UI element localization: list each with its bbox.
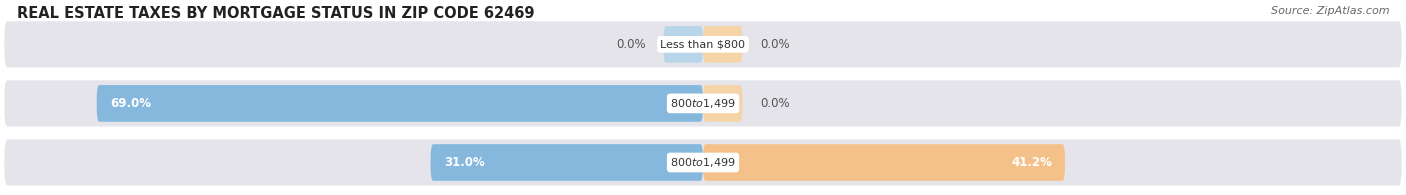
Text: 0.0%: 0.0% (761, 97, 790, 110)
Text: Less than $800: Less than $800 (661, 39, 745, 49)
FancyBboxPatch shape (703, 85, 742, 122)
FancyBboxPatch shape (4, 139, 1402, 186)
Text: 0.0%: 0.0% (616, 38, 645, 51)
Text: 0.0%: 0.0% (761, 38, 790, 51)
Text: REAL ESTATE TAXES BY MORTGAGE STATUS IN ZIP CODE 62469: REAL ESTATE TAXES BY MORTGAGE STATUS IN … (17, 6, 534, 21)
FancyBboxPatch shape (703, 144, 1066, 181)
Text: $800 to $1,499: $800 to $1,499 (671, 156, 735, 169)
FancyBboxPatch shape (4, 80, 1402, 126)
Text: 31.0%: 31.0% (444, 156, 485, 169)
FancyBboxPatch shape (703, 26, 742, 63)
Text: $800 to $1,499: $800 to $1,499 (671, 97, 735, 110)
FancyBboxPatch shape (430, 144, 703, 181)
FancyBboxPatch shape (97, 85, 703, 122)
Text: 41.2%: 41.2% (1011, 156, 1052, 169)
Text: Source: ZipAtlas.com: Source: ZipAtlas.com (1271, 6, 1389, 16)
Text: 69.0%: 69.0% (110, 97, 150, 110)
FancyBboxPatch shape (4, 21, 1402, 67)
FancyBboxPatch shape (664, 26, 703, 63)
